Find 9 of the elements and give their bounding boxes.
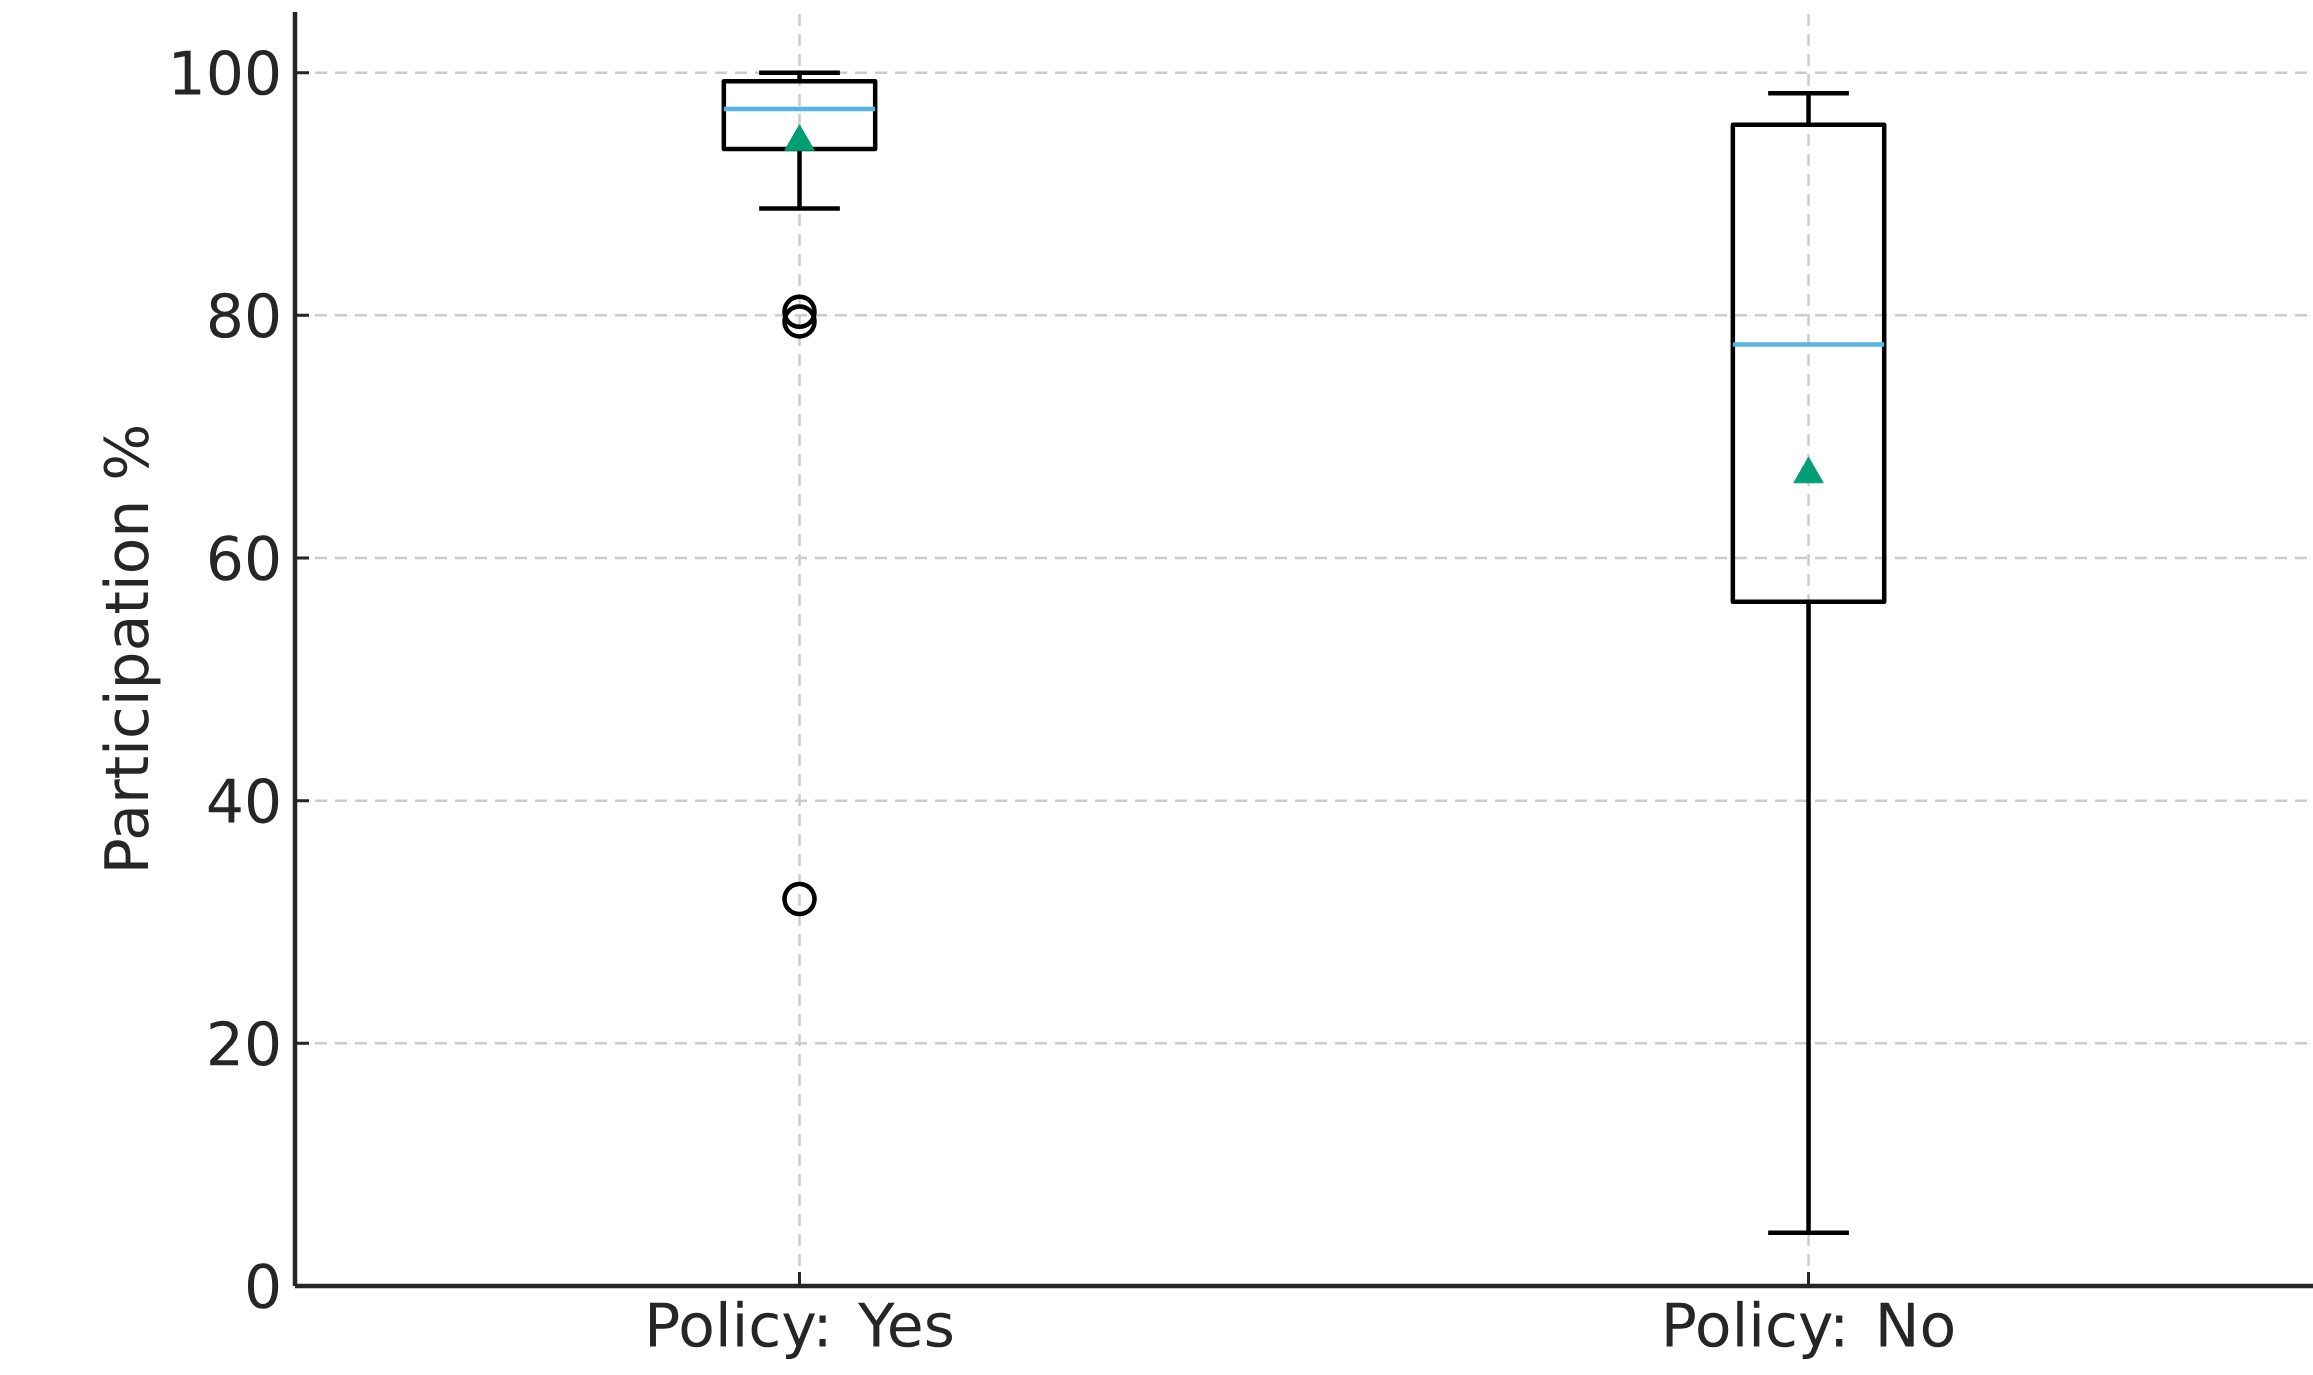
- y-tick-label: 20: [210, 1020, 279, 1067]
- y-tick-label: 80: [209, 292, 279, 339]
- y-tick-label: 100: [174, 49, 279, 96]
- x-tick-label: Policy: No: [1666, 1300, 1953, 1359]
- y-tick-label: 60: [210, 535, 279, 581]
- y-axis-title: Participation %: [102, 426, 161, 869]
- x-tick-label: Policy: Yes: [650, 1300, 952, 1359]
- y-tick-label: 0: [247, 1263, 279, 1309]
- y-tick-label: 40: [208, 777, 279, 824]
